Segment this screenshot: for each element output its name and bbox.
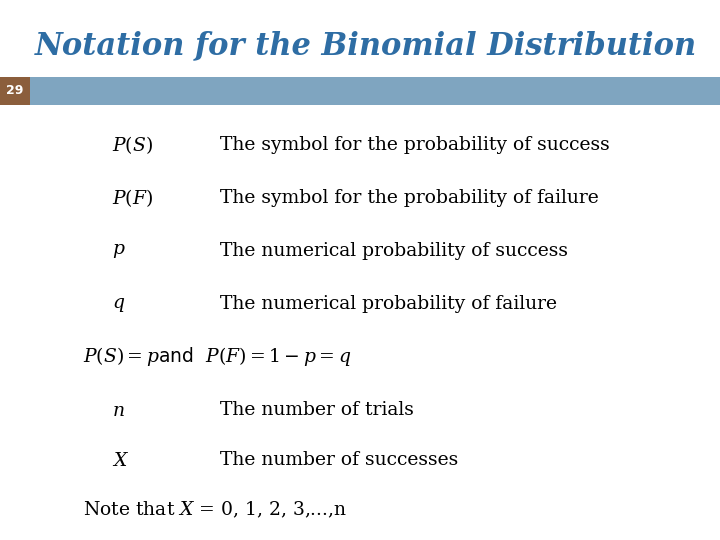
Text: $n$: $n$: [112, 401, 125, 420]
Text: Notation for the Binomial Distribution: Notation for the Binomial Distribution: [35, 30, 697, 61]
Text: $P(S)$: $P(S)$: [112, 134, 153, 156]
Bar: [0, 77, 720, 105]
Text: $X$: $X$: [112, 450, 129, 469]
Text: $P(S) = p$and  $P(F) = 1 - p = q$: $P(S) = p$and $P(F) = 1 - p = q$: [83, 346, 351, 368]
Text: 29: 29: [6, 84, 24, 98]
Text: $P(F)$: $P(F)$: [112, 187, 153, 209]
Text: The symbol for the probability of failure: The symbol for the probability of failur…: [220, 189, 598, 207]
Text: The numerical probability of failure: The numerical probability of failure: [220, 295, 557, 313]
Bar: [0, 77, 30, 105]
Text: The number of trials: The number of trials: [220, 401, 413, 419]
Text: The numerical probability of success: The numerical probability of success: [220, 242, 567, 260]
Text: $p$: $p$: [112, 241, 125, 260]
Text: The symbol for the probability of success: The symbol for the probability of succes…: [220, 136, 609, 154]
Text: The number of successes: The number of successes: [220, 451, 458, 469]
Text: $q$: $q$: [112, 294, 125, 314]
Text: Note that $X$ = 0, 1, 2, 3,...,n: Note that $X$ = 0, 1, 2, 3,...,n: [83, 500, 347, 520]
